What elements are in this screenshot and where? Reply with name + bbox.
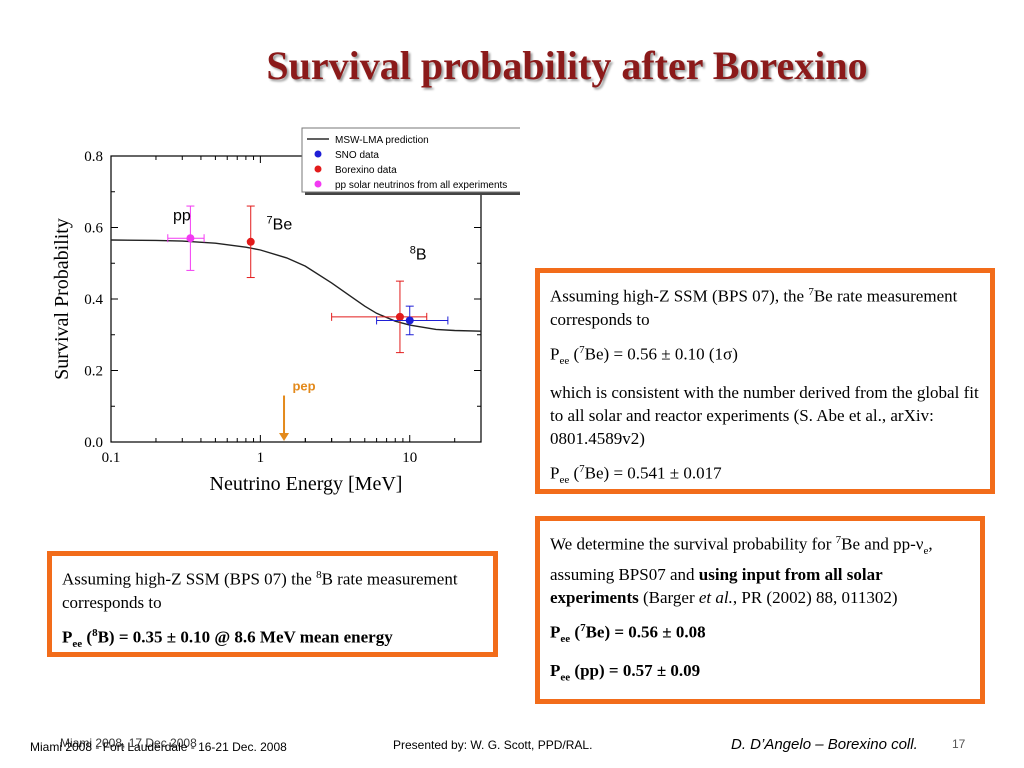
- text-fragment: , PR (2002) 88, 011302): [732, 588, 898, 608]
- plot-frame: [110, 155, 482, 443]
- legend-entry: SNO data: [335, 150, 379, 161]
- legend-dot-swatch: [314, 165, 322, 173]
- text-fragment: P: [550, 463, 560, 483]
- footer-conference: Miami 2008 - Fort Lauderdale - 16-21 Dec…: [30, 740, 287, 754]
- text-fragment: (Barger: [638, 588, 699, 608]
- be7-global-fit-result: Pee (7Be) = 0.541 ± 0.017: [550, 458, 980, 492]
- b8-assumption: Assuming high-Z SSM (BPS 07) the 8B rate…: [62, 564, 483, 614]
- all-experiments-text: We determine the survival probability fo…: [550, 529, 970, 609]
- text-fragment: ee: [560, 671, 571, 684]
- pep-arrow-label: pep: [292, 379, 315, 394]
- y-axis-label: Survival Probability: [51, 218, 73, 380]
- text-fragment: 7: [580, 622, 586, 635]
- slide-title: Survival probability after Borexino: [266, 43, 868, 88]
- text-fragment: P: [550, 661, 561, 681]
- text-fragment: P: [550, 344, 560, 364]
- x-axis-label: Neutrino Energy [MeV]: [210, 473, 403, 495]
- text-fragment: (: [82, 627, 93, 647]
- text-fragment: ee: [559, 473, 570, 486]
- survival-probability-chart: 0.0 0.2 0.4 0.6 0.8 0.1 1 10 Neutrino Energy [Me…: [40, 125, 539, 505]
- text-fragment: Be and pp-ν: [841, 534, 924, 554]
- b8-result-box: Assuming high-Z SSM (BPS 07) the 8B rate…: [47, 551, 498, 657]
- x-tick-label: 10: [402, 450, 417, 466]
- text-fragment: (: [570, 622, 581, 642]
- text-fragment: 7: [835, 534, 842, 546]
- text-fragment: (pp) = 0.57 ± 0.09: [570, 661, 701, 681]
- text-fragment: (: [569, 344, 580, 364]
- y-tick-label: 0.8: [84, 149, 103, 165]
- msw-lma-curve: [111, 239, 481, 332]
- text-fragment: , assuming BPS07 and: [550, 534, 933, 585]
- text-fragment: e: [923, 545, 929, 558]
- legend-box: [301, 127, 537, 193]
- y-tick-label: 0.2: [84, 364, 103, 380]
- annotation-B: 8B: [410, 245, 427, 264]
- text-fragment: We determine the survival probability fo…: [550, 534, 836, 554]
- text-fragment: using input from all solar experiments: [550, 565, 883, 608]
- annotation-superscript: 8: [410, 245, 416, 257]
- be7-assumption: Assuming high-Z SSM (BPS 07), the 7Be ra…: [550, 281, 980, 331]
- annotation-text: B: [416, 247, 427, 264]
- y-tick-label: 0.6: [84, 221, 103, 237]
- be7-result-box: Assuming high-Z SSM (BPS 07), the 7Be ra…: [535, 268, 995, 494]
- y-tick-label: 0.0: [84, 435, 103, 451]
- text-fragment: 7: [579, 343, 585, 356]
- legend-entry: MSW-LMA prediction: [335, 135, 429, 146]
- data-point-sno: [405, 316, 414, 325]
- text-fragment: ee: [560, 633, 571, 646]
- all-be7-result: Pee (7Be) = 0.56 ± 0.08: [550, 617, 970, 651]
- text-fragment: ee: [72, 637, 83, 650]
- all-pp-result: Pee (pp) = 0.57 ± 0.09: [550, 659, 970, 689]
- annotation-text: Be: [273, 216, 293, 233]
- text-fragment: Assuming high-Z SSM (BPS 07) the: [62, 569, 317, 589]
- text-fragment: (: [569, 463, 580, 483]
- b8-pee-result: Pee (8B) = 0.35 ± 0.10 @ 8.6 MeV mean en…: [62, 622, 483, 656]
- text-fragment: 8: [316, 569, 322, 581]
- text-fragment: B rate measurement corresponds to: [62, 569, 458, 612]
- be7-pee-result: Pee (7Be) = 0.56 ± 0.10 (1σ): [550, 339, 980, 373]
- pep-arrow-head: [279, 433, 290, 441]
- legend-entry: pp solar neutrinos from all experiments: [335, 180, 507, 191]
- text-fragment: ee: [559, 354, 570, 367]
- text-fragment: Assuming high-Z SSM (BPS 07), the: [550, 286, 809, 306]
- text-fragment: Be) = 0.56 ± 0.10 (1σ): [584, 344, 738, 364]
- annotation-superscript: 7: [267, 214, 273, 226]
- x-tick-label: 1: [257, 450, 265, 466]
- footer-collaboration: D. D’Angelo – Borexino coll.: [731, 736, 918, 753]
- footer-overlap-text: Miami 2008, 17 Dec 2008: [60, 736, 197, 750]
- footer-page-number: 17: [952, 737, 966, 751]
- text-fragment: P: [550, 622, 561, 642]
- be7-consistency-text: which is consistent with the number deri…: [550, 382, 979, 448]
- all-experiments-box: We determine the survival probability fo…: [535, 516, 985, 704]
- annotation-Be: 7Be: [267, 214, 293, 233]
- data-point-pp: [186, 234, 195, 243]
- text-fragment: B) = 0.35 ± 0.10 @ 8.6 MeV mean energy: [97, 627, 393, 647]
- text-fragment: P: [62, 627, 73, 647]
- text-fragment: Be rate measurement corresponds to: [550, 286, 958, 329]
- x-tick-label: 0.1: [102, 450, 121, 466]
- text-fragment: 7: [579, 462, 585, 475]
- legend-dot-swatch: [314, 150, 322, 158]
- text-fragment: et al.: [698, 588, 733, 608]
- annotation-pp: pp: [173, 207, 191, 224]
- legend-entry: Borexino data: [335, 165, 397, 176]
- text-fragment: Be) = 0.541 ± 0.017: [584, 463, 722, 483]
- text-fragment: Be) = 0.56 ± 0.08: [585, 622, 706, 642]
- footer-presenter: Presented by: W. G. Scott, PPD/RAL.: [393, 738, 593, 752]
- legend-dot-swatch: [314, 180, 322, 188]
- y-tick-label: 0.4: [84, 292, 103, 308]
- data-point-7Be: [246, 237, 255, 246]
- chart-svg: 0.0 0.2 0.4 0.6 0.8 0.1 1 10 Neutrino Energy [Me…: [51, 127, 539, 495]
- text-fragment: 8: [92, 626, 98, 639]
- data-point-8B: [395, 312, 404, 321]
- text-fragment: 7: [808, 286, 814, 298]
